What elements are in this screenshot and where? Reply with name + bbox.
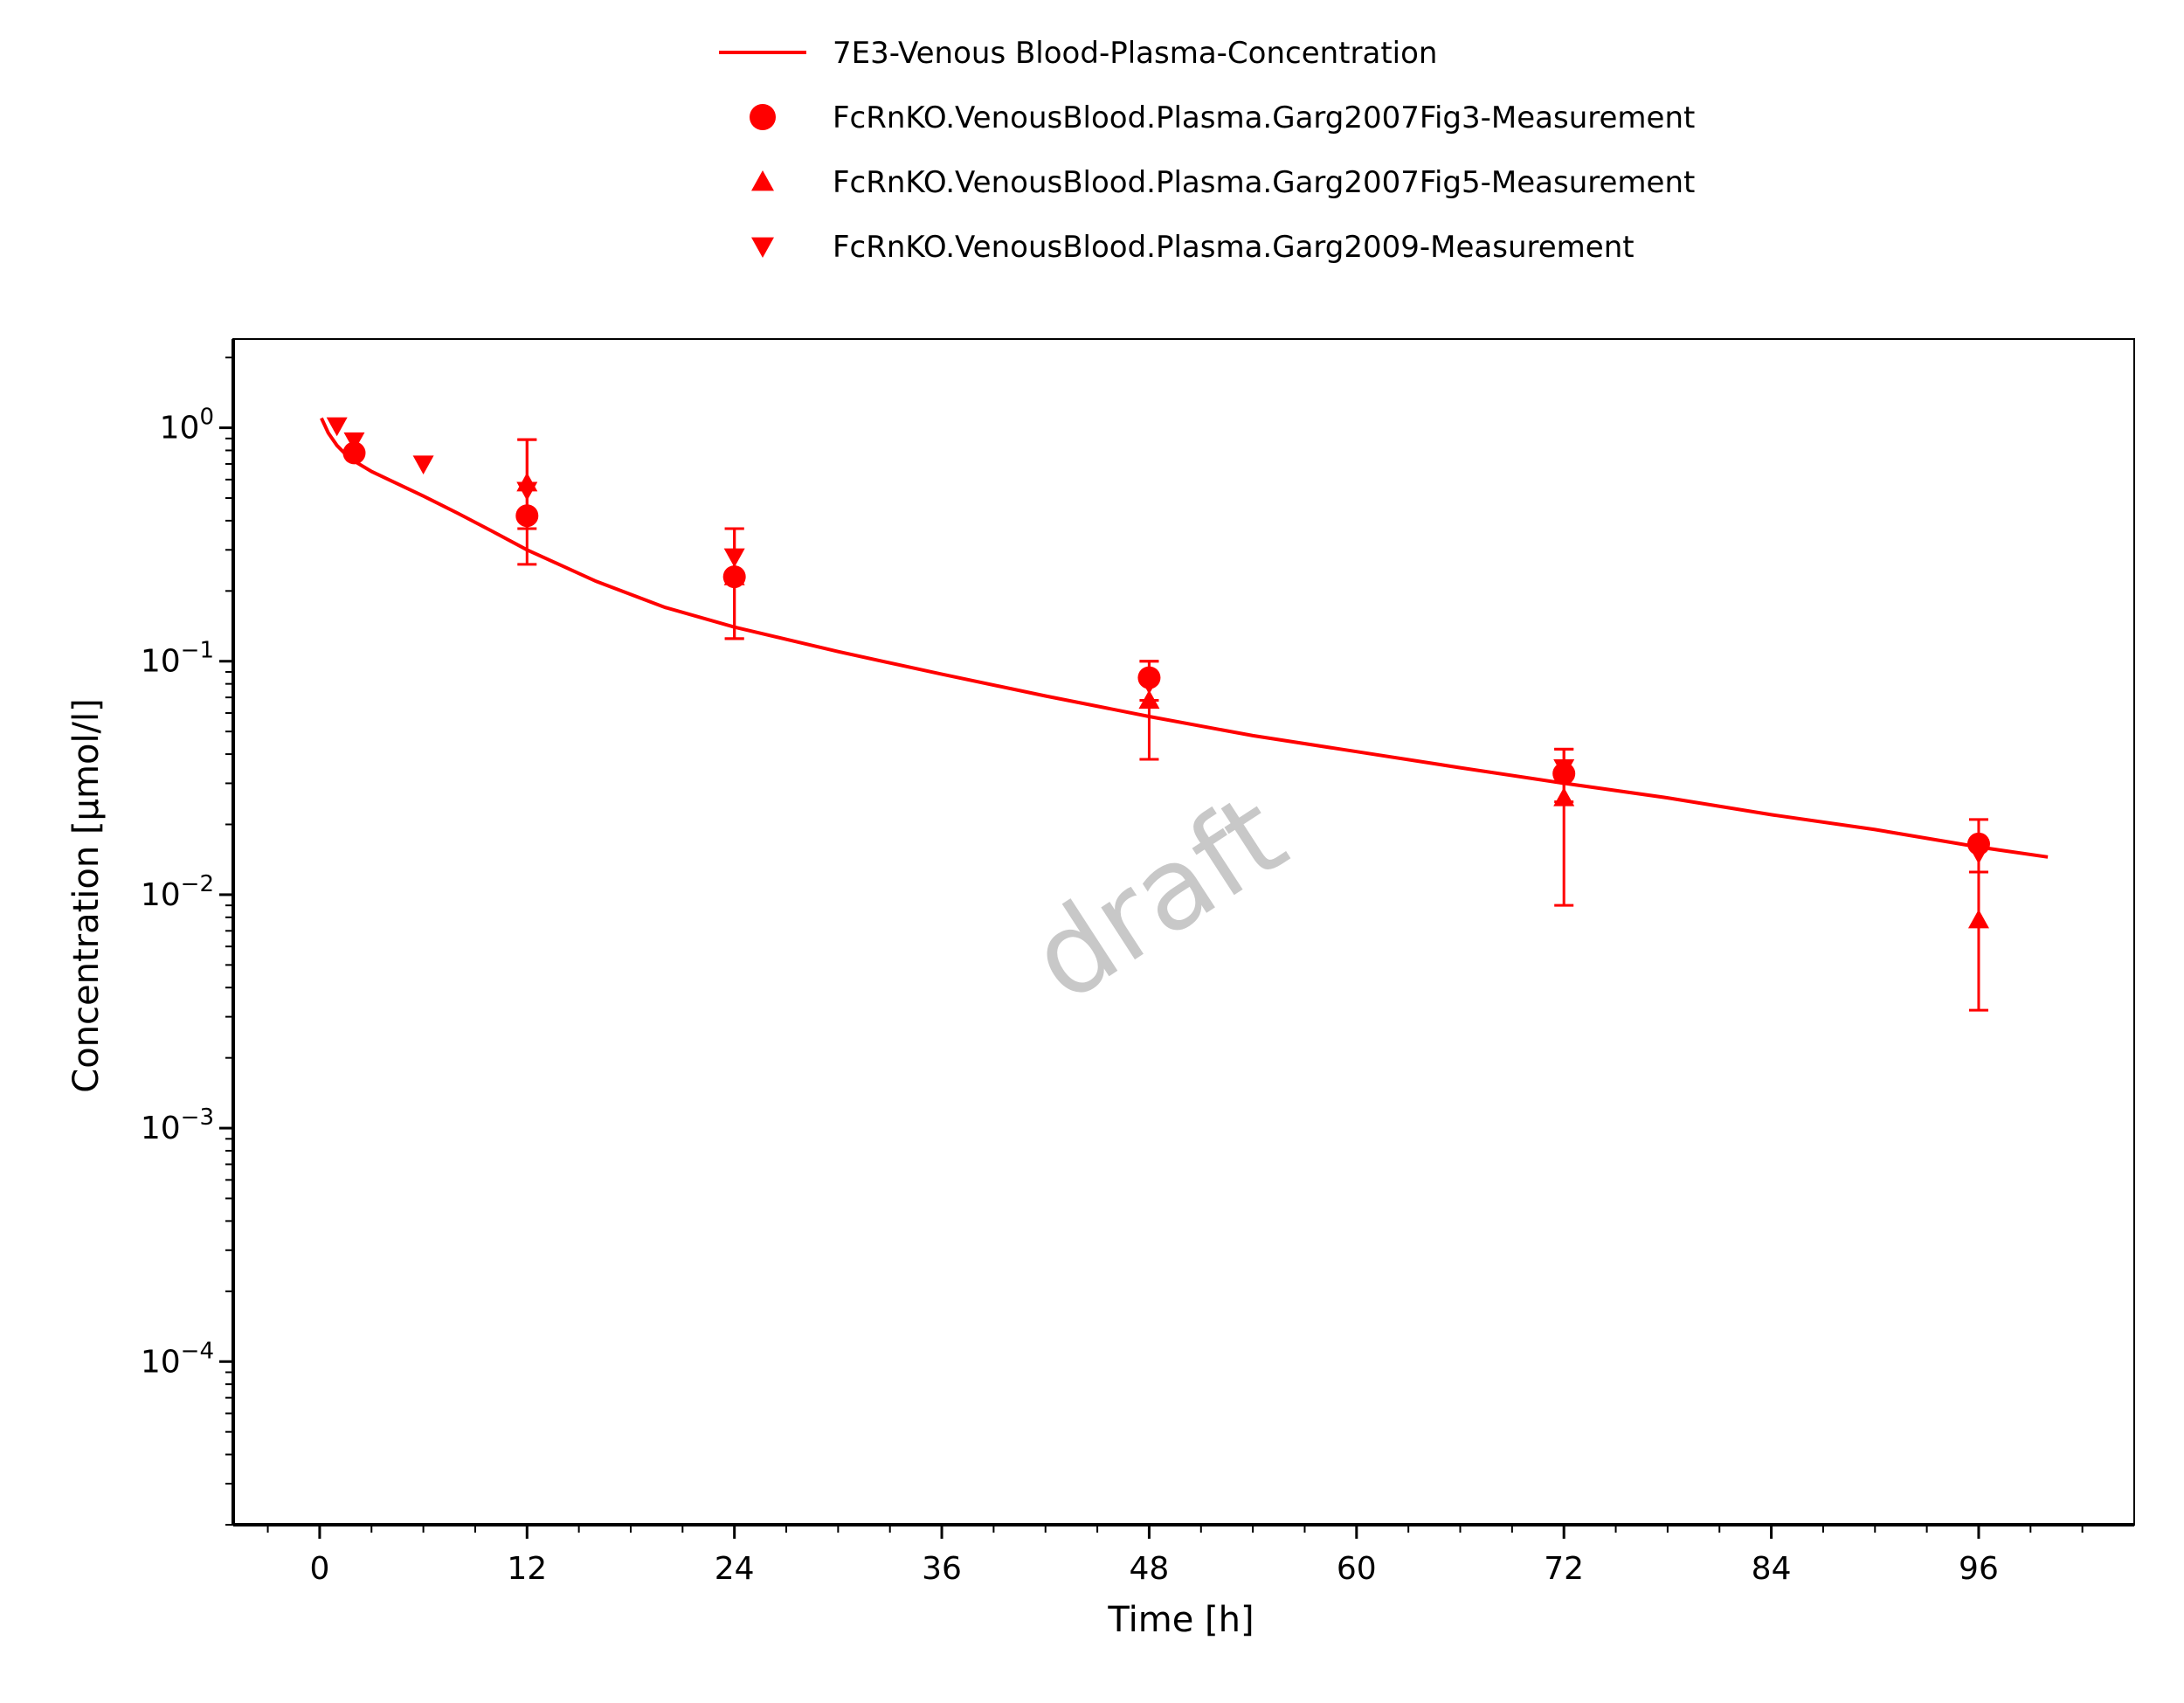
x-axis-title: Time [h] <box>1107 1600 1254 1640</box>
x-tick-label: 0 <box>309 1551 329 1587</box>
data-point <box>1138 675 1160 695</box>
data-point <box>1138 689 1160 710</box>
y-axis-title: Concentration [µmol/l] <box>66 698 107 1092</box>
data-point <box>723 548 745 568</box>
series-2 <box>342 438 1990 874</box>
series-4 <box>326 417 1989 864</box>
legend: 7E3-Venous Blood-Plasma-Concentration FcR… <box>719 36 1695 265</box>
plot-frame <box>232 338 2135 1526</box>
watermark-layer: draft <box>1008 768 1308 1027</box>
x-tick-label: 12 <box>507 1551 547 1587</box>
y-tick-label: 10−4 <box>141 1338 214 1380</box>
legend-swatch-marker <box>751 170 774 191</box>
legend-swatch-marker <box>751 237 774 258</box>
series-3 <box>343 437 1989 1012</box>
x-tick-label: 24 <box>715 1551 755 1587</box>
x-tick-label: 84 <box>1752 1551 1792 1587</box>
data-point <box>1553 758 1575 779</box>
x-tick-label: 36 <box>922 1551 962 1587</box>
legend-label: FcRnKO.VenousBlood.Plasma.Garg2007Fig5-M… <box>833 165 1695 200</box>
y-tick-label: 100 <box>160 405 214 447</box>
x-tick-label: 96 <box>1959 1551 1999 1587</box>
x-tick-label: 60 <box>1337 1551 1377 1587</box>
data-point <box>1967 909 1989 929</box>
data-point <box>1967 845 1989 864</box>
legend-label: 7E3-Venous Blood-Plasma-Concentration <box>833 36 1437 71</box>
data-point <box>723 566 745 585</box>
legend-swatch-marker <box>750 104 776 130</box>
legend-label: FcRnKO.VenousBlood.Plasma.Garg2007Fig3-M… <box>833 100 1695 135</box>
y-axis: 100 10−1 10−2 10−3 10−4 <box>141 357 233 1526</box>
x-tick-label: 72 <box>1544 1551 1584 1587</box>
series-layer <box>320 417 2049 1012</box>
simulation-curve <box>320 417 2049 859</box>
x-tick-label: 48 <box>1130 1551 1170 1587</box>
data-point <box>412 455 434 474</box>
y-tick-label: 10−1 <box>141 638 214 680</box>
data-point <box>326 417 348 437</box>
y-tick-label: 10−3 <box>141 1104 214 1146</box>
y-tick-label: 10−2 <box>141 871 214 913</box>
data-point <box>516 481 538 502</box>
series-1 <box>320 417 2049 859</box>
legend-label: FcRnKO.VenousBlood.Plasma.Garg2009-Measu… <box>833 230 1635 265</box>
x-axis: 0 12 24 36 48 60 72 84 96 <box>266 1525 2084 1587</box>
watermark: draft <box>1008 768 1308 1027</box>
data-point <box>1553 787 1575 807</box>
data-point <box>343 432 365 452</box>
